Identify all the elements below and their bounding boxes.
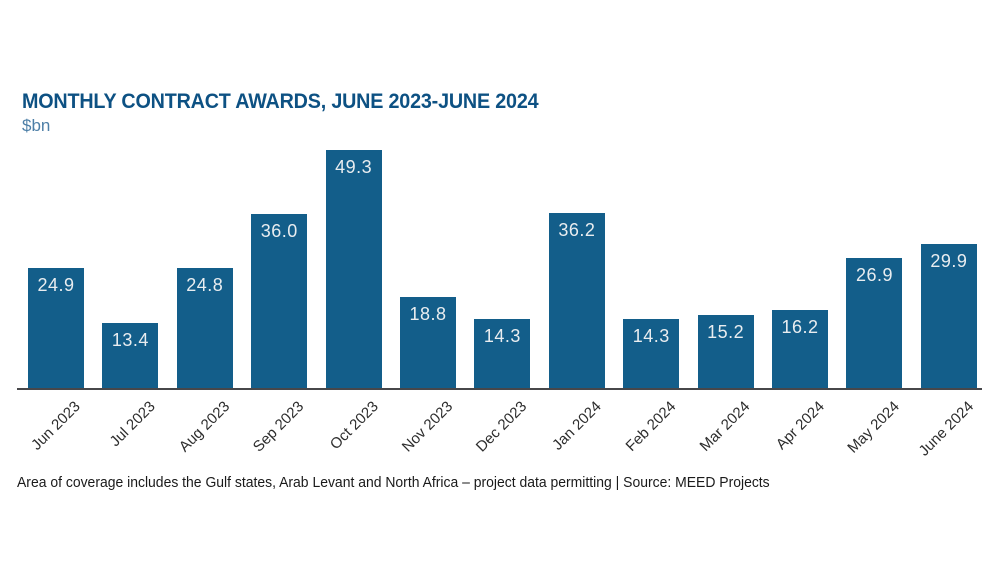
x-tick-label: Dec 2023 <box>473 398 531 456</box>
x-tick-label: June 2024 <box>915 398 977 460</box>
bar-jun-2023: 24.9 <box>28 267 84 388</box>
bar-value-label: 14.3 <box>632 325 670 346</box>
bar-chart-plot-area: 24.9 13.4 24.8 36.0 49.3 18.8 14.3 36.2 14.3 15.2… <box>17 150 982 390</box>
x-tick-mar-2024: Mar 2024 <box>696 392 754 474</box>
x-tick-label: Mar 2024 <box>696 398 754 455</box>
x-tick-apr-2024: Apr 2024 <box>772 392 828 474</box>
x-tick-label: Apr 2024 <box>773 398 829 454</box>
x-tick-label: Nov 2023 <box>398 398 457 456</box>
bar-value-label: 26.9 <box>855 265 893 286</box>
x-tick-label: Feb 2024 <box>622 398 680 455</box>
bar-value-label: 49.3 <box>335 157 373 177</box>
x-tick-label: Jun 2023 <box>28 398 85 454</box>
x-tick-label: May 2024 <box>843 398 903 457</box>
bar-value-label: 29.9 <box>930 250 968 271</box>
x-tick-label: Jul 2023 <box>106 398 159 451</box>
bar-value-label: 24.9 <box>37 274 75 295</box>
bar-june-2024: 29.9 <box>920 243 977 388</box>
x-tick-nov-2023: Nov 2023 <box>398 392 457 474</box>
x-tick-jul-2023: Jul 2023 <box>102 392 158 474</box>
bar-value-label: 24.8 <box>186 275 224 296</box>
bar-may-2024: 26.9 <box>846 258 903 388</box>
x-tick-sep-2023: Sep 2023 <box>249 392 308 474</box>
bar-jan-2024: 36.2 <box>548 213 605 388</box>
x-tick-june-2024: June 2024 <box>915 392 977 474</box>
bar-apr-2024: 16.2 <box>772 309 829 388</box>
bar-mar-2024: 15.2 <box>697 314 754 388</box>
bar-value-label: 16.2 <box>781 316 819 337</box>
chart-title: MONTHLY CONTRACT AWARDS, JUNE 2023-JUNE … <box>22 90 539 113</box>
x-tick-label: Oct 2023 <box>326 398 382 454</box>
x-tick-feb-2024: Feb 2024 <box>622 392 680 474</box>
x-tick-may-2024: May 2024 <box>843 392 903 474</box>
x-tick-jun-2023: Jun 2023 <box>28 392 84 474</box>
bar-aug-2023: 24.8 <box>176 268 233 388</box>
x-tick-jan-2024: Jan 2024 <box>549 392 605 474</box>
bar-value-label: 36.2 <box>558 220 596 241</box>
bar-oct-2023: 49.3 <box>325 150 382 388</box>
bar-nov-2023: 18.8 <box>400 297 457 388</box>
x-axis-ticks: Jun 2023 Jul 2023 Aug 2023 Sep 2023 Oct 2023… <box>17 392 982 474</box>
bar-feb-2024: 14.3 <box>623 318 680 388</box>
bar-value-label: 36.0 <box>260 221 298 242</box>
bar-sep-2023: 36.0 <box>251 214 308 388</box>
source-note: Area of coverage includes the Gulf state… <box>17 474 770 491</box>
x-tick-dec-2023: Dec 2023 <box>473 392 531 474</box>
x-tick-label: Sep 2023 <box>249 398 308 456</box>
bar-jul-2023: 13.4 <box>102 323 159 388</box>
bar-value-label: 15.2 <box>707 321 745 342</box>
bar-dec-2023: 14.3 <box>474 318 531 388</box>
bar-value-label: 14.3 <box>483 325 521 346</box>
x-tick-oct-2023: Oct 2023 <box>326 392 382 474</box>
chart-unit-label: $bn <box>22 116 51 135</box>
x-tick-label: Aug 2023 <box>175 398 233 456</box>
bar-value-label: 18.8 <box>409 304 447 325</box>
x-tick-aug-2023: Aug 2023 <box>175 392 233 474</box>
chart-header: MONTHLY CONTRACT AWARDS, JUNE 2023-JUNE … <box>22 90 571 136</box>
bar-value-label: 13.4 <box>111 330 149 351</box>
x-tick-label: Jan 2024 <box>549 398 605 454</box>
